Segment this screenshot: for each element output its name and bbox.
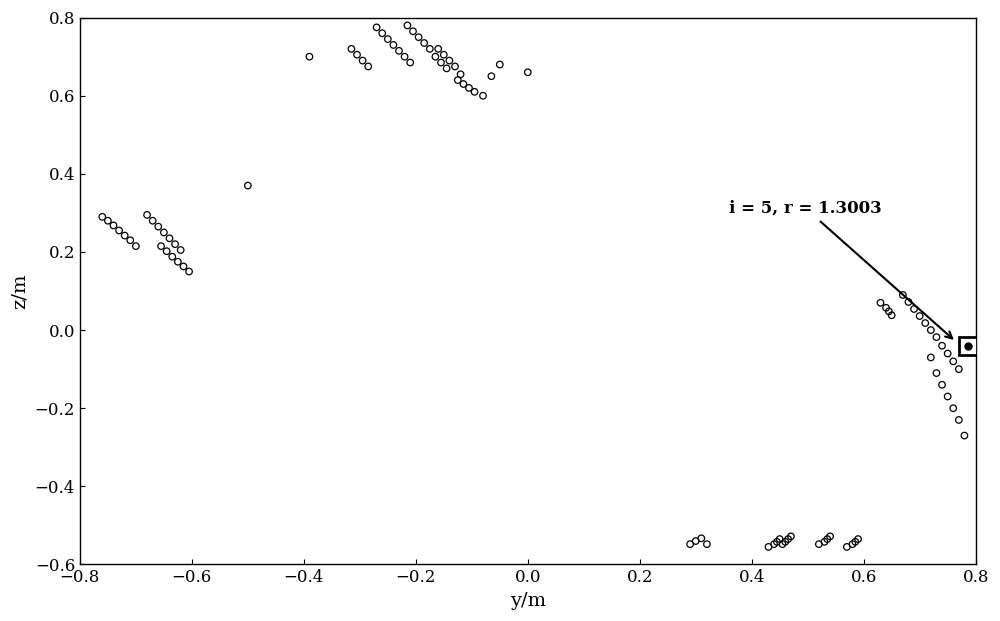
Point	[139, 210, 155, 220]
Point	[760, 542, 776, 552]
Point	[693, 533, 709, 543]
Point	[453, 70, 469, 79]
Point	[164, 252, 180, 261]
Point	[159, 247, 175, 256]
Point	[405, 26, 421, 36]
Point	[940, 391, 956, 401]
Point	[240, 181, 256, 191]
Y-axis label: z/m: z/m	[11, 273, 29, 309]
Point	[450, 75, 466, 85]
Point	[153, 241, 169, 251]
Point	[783, 532, 799, 542]
Point	[122, 235, 138, 245]
Point	[380, 34, 396, 44]
Point	[951, 364, 967, 374]
Point	[161, 233, 177, 243]
Point	[475, 91, 491, 101]
Point	[766, 539, 782, 549]
Point	[145, 215, 161, 225]
Point	[850, 534, 866, 544]
Point	[900, 297, 916, 307]
Point	[682, 539, 698, 549]
Point	[492, 60, 508, 70]
Point	[150, 222, 166, 232]
Point	[111, 225, 127, 235]
Point	[923, 325, 939, 335]
Point	[117, 230, 133, 240]
Point	[881, 306, 897, 316]
Point	[411, 32, 427, 42]
Point	[385, 40, 401, 50]
Point	[427, 52, 443, 61]
Point	[105, 220, 121, 230]
Point	[839, 542, 855, 552]
Point	[397, 52, 413, 61]
Point	[422, 44, 438, 54]
Point	[100, 215, 116, 225]
Point	[360, 61, 376, 71]
Point	[774, 539, 790, 549]
Point	[433, 58, 449, 68]
Point	[940, 348, 956, 358]
Point	[917, 318, 933, 328]
Point	[878, 303, 894, 313]
Point	[156, 227, 172, 237]
Point	[945, 356, 961, 366]
Point	[777, 537, 793, 546]
Point	[923, 353, 939, 363]
Point	[455, 79, 471, 89]
Point	[819, 534, 835, 544]
Point	[884, 310, 900, 320]
Point	[349, 50, 365, 60]
Point	[343, 44, 359, 54]
Point	[934, 341, 950, 351]
Point	[402, 58, 418, 68]
Point	[173, 245, 189, 255]
Point	[175, 261, 191, 271]
Point	[461, 83, 477, 93]
Point	[847, 537, 863, 546]
Point	[699, 539, 715, 549]
Point	[439, 63, 455, 73]
Point	[94, 212, 110, 222]
Point	[951, 415, 967, 425]
X-axis label: y/m: y/m	[510, 592, 546, 610]
Point	[520, 67, 536, 77]
Point	[355, 56, 371, 66]
Point	[430, 44, 446, 54]
Point	[928, 332, 944, 342]
Point	[816, 537, 832, 546]
Point	[181, 266, 197, 276]
Point	[416, 38, 432, 48]
Point	[945, 403, 961, 413]
Point	[399, 20, 415, 30]
Point	[128, 241, 144, 251]
Point	[772, 534, 788, 544]
Point	[956, 430, 972, 440]
Point	[912, 311, 928, 321]
Point	[844, 539, 860, 549]
Text: i = 5, r = 1.3003: i = 5, r = 1.3003	[729, 200, 952, 338]
Point	[780, 534, 796, 544]
Point	[483, 71, 499, 81]
Point	[769, 537, 785, 546]
Point	[934, 380, 950, 390]
Point	[391, 46, 407, 56]
Point	[301, 52, 317, 61]
Point	[441, 56, 457, 66]
Point	[447, 61, 463, 71]
Point	[811, 539, 827, 549]
Point	[369, 22, 385, 32]
Point	[167, 239, 183, 249]
Point	[872, 298, 888, 308]
Point	[822, 532, 838, 542]
Point	[928, 368, 944, 378]
Point	[374, 29, 390, 39]
Point	[895, 290, 911, 300]
Point	[436, 50, 452, 60]
Point	[906, 304, 922, 314]
Point	[170, 256, 186, 266]
Point	[688, 536, 704, 546]
Point	[467, 87, 483, 97]
